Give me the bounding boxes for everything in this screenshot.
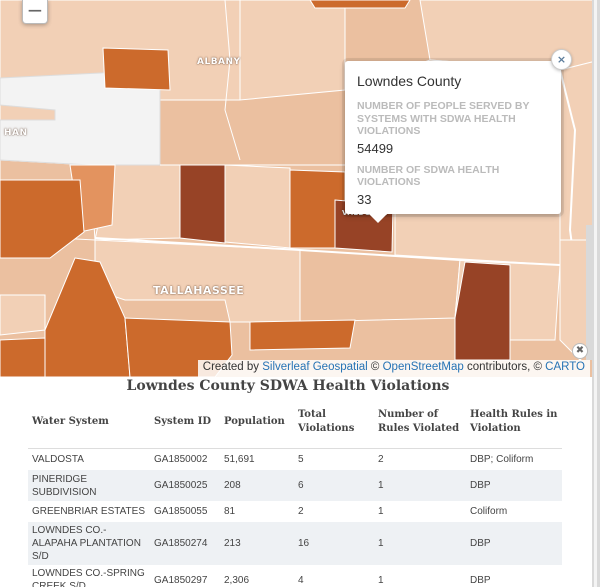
carto-link[interactable]: CARTO: [545, 361, 585, 373]
header-population: Population: [220, 396, 294, 449]
header-total-violations: Total Violations: [294, 396, 374, 449]
city-label-tallahassee: TALLAHASSEE: [153, 284, 245, 297]
map-close-icon[interactable]: ✖: [572, 343, 588, 359]
table-row: LOWNDES CO.-ALAPAHA PLANTATION S/D GA185…: [28, 522, 562, 565]
zoom-out-button[interactable]: −: [22, 0, 48, 24]
cell-population: 208: [220, 470, 294, 501]
cell-system-id: GA1850297: [154, 574, 208, 586]
cell-total-violations: 5: [298, 453, 304, 465]
county-popup: Lowndes County NUMBER OF PEOPLE SERVED B…: [345, 61, 561, 223]
cell-total-violations: 4: [298, 574, 304, 586]
cell-rules-violated: 1: [378, 506, 384, 517]
popup-close-icon[interactable]: ×: [551, 49, 572, 70]
cell-rules-violated: 2: [378, 453, 384, 465]
cell-total-violations: 16: [294, 522, 374, 565]
cell-health-rules: DBP; Coliform: [470, 453, 534, 465]
openstreetmap-link[interactable]: OpenStreetMap: [382, 361, 464, 373]
header-water-system: Water System: [28, 396, 150, 449]
cell-population: 2,306: [224, 574, 250, 586]
popup-county-name: Lowndes County: [357, 73, 462, 89]
attribution-contributors: contributors, ©: [467, 361, 542, 373]
header-rules-violated: Number of Rules Violated: [374, 396, 466, 449]
table-row: PINERIDGE SUBDIVISION GA1850025 208 6 1 …: [28, 470, 562, 501]
popup-violations-value: 33: [357, 191, 372, 207]
table-title: Lowndes County SDWA Health Violations: [126, 378, 450, 394]
table-row: LOWNDES CO.-SPRING CREEK S/D GA1850297 2…: [28, 565, 562, 587]
cell-health-rules: DBP: [470, 574, 491, 586]
header-system-id: System ID: [150, 396, 220, 449]
city-label-han: HAN: [4, 128, 28, 138]
cell-water-system: LOWNDES CO.-SPRING CREEK S/D: [32, 568, 145, 587]
table-header-row: Water System System ID Population Total …: [28, 396, 562, 449]
cell-population: 81: [224, 506, 236, 517]
attribution-copy: ©: [370, 361, 380, 373]
cell-system-id: GA1850025: [150, 470, 220, 501]
attribution-prefix: Created by: [202, 361, 260, 373]
popup-violations-label: NUMBER OF SDWA HEALTH VIOLATIONS: [357, 163, 500, 189]
cell-population: 213: [220, 522, 294, 565]
cell-rules-violated: 1: [374, 470, 466, 501]
table-row: GREENBRIAR ESTATES GA1850055 81 2 1 Coli…: [28, 501, 562, 522]
cell-population: 51,691: [224, 453, 255, 465]
cell-system-id: GA1850055: [154, 506, 208, 517]
header-health-rules: Health Rules in Violation: [466, 396, 562, 449]
popup-people-value: 54499: [357, 140, 394, 156]
cell-system-id: GA1850002: [154, 453, 208, 465]
table-row: VALDOSTA GA1850002 51,691 5 2 DBP; Colif…: [28, 448, 562, 470]
cell-total-violations: 2: [298, 506, 304, 517]
cell-water-system: GREENBRIAR ESTATES: [32, 506, 145, 517]
city-label-albany: ALBANY: [197, 57, 241, 67]
cell-total-violations: 6: [294, 470, 374, 501]
cell-health-rules: DBP: [466, 522, 562, 565]
cell-health-rules: Coliform: [470, 506, 508, 517]
choropleth-map[interactable]: − ALBANY HAN TALLAHASSEE VALDOSTA Lownde…: [0, 0, 600, 377]
page-scrollbar[interactable]: [592, 0, 600, 587]
map-attribution: Created by Silverleaf Geospatial © OpenS…: [197, 360, 590, 377]
cell-water-system: PINERIDGE SUBDIVISION: [28, 470, 150, 501]
popup-people-label: NUMBER OF PEOPLE SERVED BY SYSTEMS WITH …: [357, 100, 530, 137]
silverleaf-link[interactable]: Silverleaf Geospatial: [262, 361, 368, 373]
cell-health-rules: DBP: [466, 470, 562, 501]
violations-table: Water System System ID Population Total …: [28, 396, 562, 587]
cell-rules-violated: 1: [374, 522, 466, 565]
cell-water-system: VALDOSTA: [32, 453, 84, 465]
cell-rules-violated: 1: [378, 574, 384, 586]
cell-water-system: LOWNDES CO.-ALAPAHA PLANTATION S/D: [28, 522, 150, 565]
cell-system-id: GA1850274: [150, 522, 220, 565]
